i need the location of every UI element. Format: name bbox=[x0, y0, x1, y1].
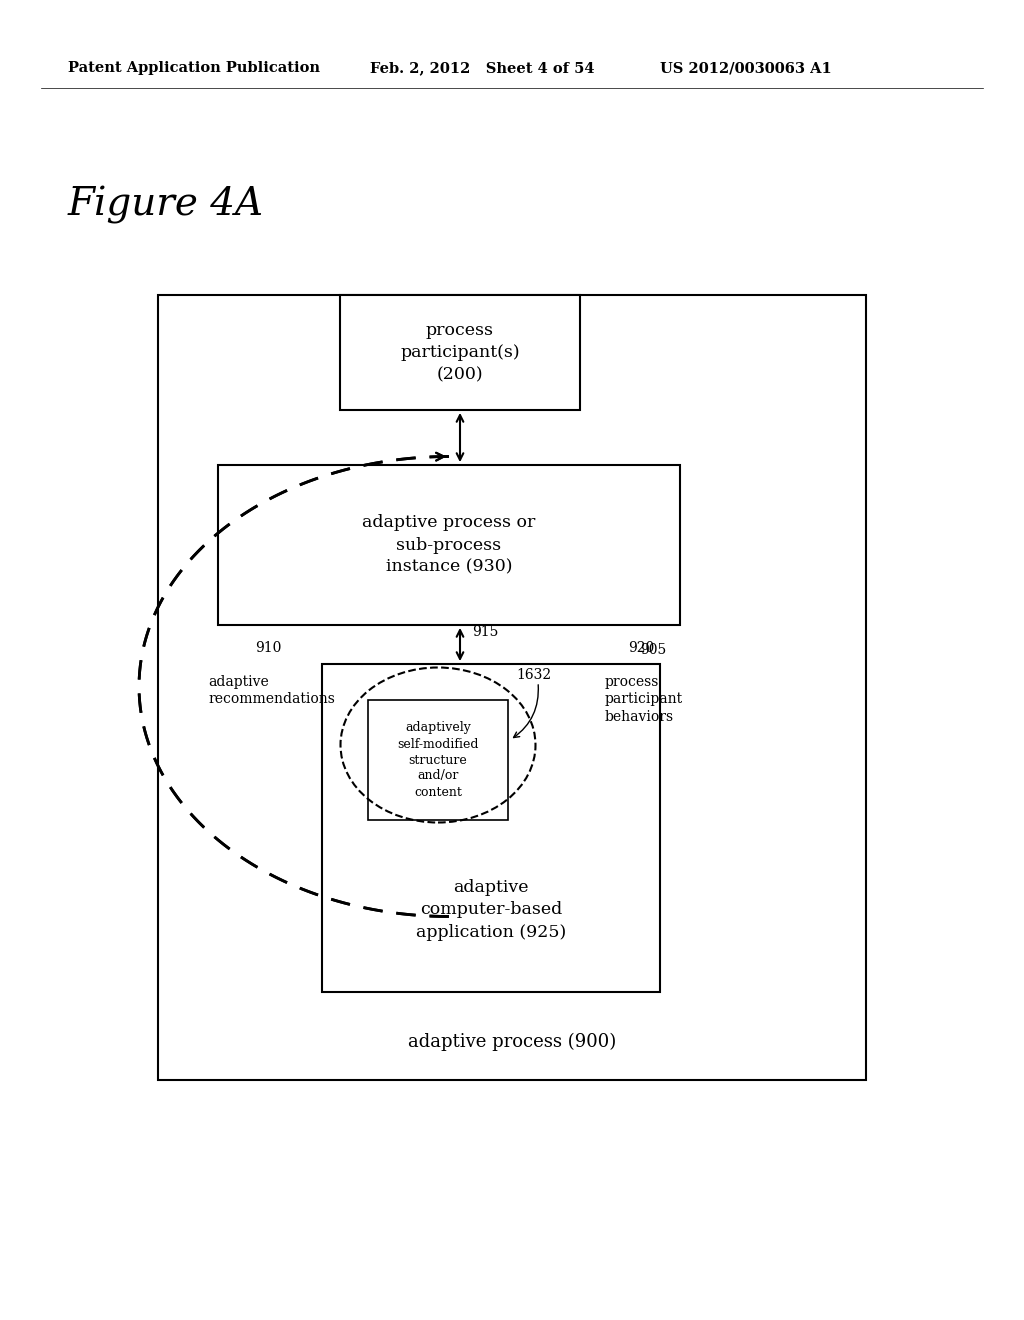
Text: process
participant
behaviors: process participant behaviors bbox=[605, 675, 683, 723]
Text: Figure 4A: Figure 4A bbox=[68, 186, 264, 224]
Bar bbox=[368, 700, 508, 820]
Bar bbox=[340, 294, 580, 411]
Bar bbox=[218, 465, 680, 624]
Text: Feb. 2, 2012   Sheet 4 of 54: Feb. 2, 2012 Sheet 4 of 54 bbox=[370, 61, 595, 75]
Bar bbox=[322, 664, 660, 993]
Text: adaptively
self-modified
structure
and/or
content: adaptively self-modified structure and/o… bbox=[397, 722, 479, 799]
Text: adaptive
computer-based
application (925): adaptive computer-based application (925… bbox=[416, 879, 566, 941]
Text: adaptive
recommendations: adaptive recommendations bbox=[208, 675, 335, 706]
Text: Patent Application Publication: Patent Application Publication bbox=[68, 61, 319, 75]
Text: adaptive process or
sub-process
instance (930): adaptive process or sub-process instance… bbox=[362, 515, 536, 576]
Text: process
participant(s)
(200): process participant(s) (200) bbox=[400, 322, 520, 383]
Text: 1632: 1632 bbox=[516, 668, 551, 682]
Text: US 2012/0030063 A1: US 2012/0030063 A1 bbox=[660, 61, 831, 75]
Bar bbox=[158, 294, 866, 1080]
Text: adaptive process (900): adaptive process (900) bbox=[408, 1032, 616, 1051]
Text: 905: 905 bbox=[640, 643, 667, 657]
Text: 920: 920 bbox=[628, 642, 654, 655]
Text: 910: 910 bbox=[255, 642, 282, 655]
Text: 915: 915 bbox=[472, 626, 499, 639]
